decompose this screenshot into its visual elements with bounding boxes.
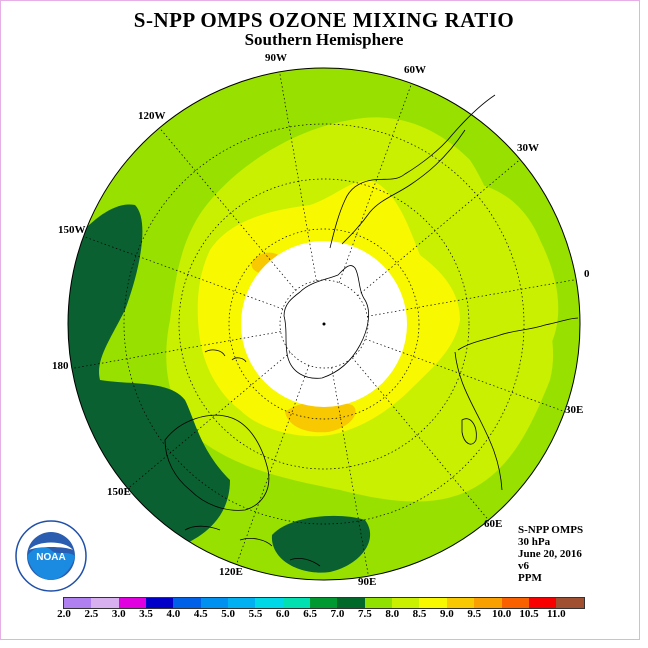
colorbar-tick-label: 7.0 xyxy=(330,608,345,620)
meridian-line xyxy=(279,71,317,281)
indonesia-coast xyxy=(184,525,321,567)
colorbar-tick-label: 5.5 xyxy=(248,608,263,620)
info-units: PPM xyxy=(518,572,542,584)
colorbar-tick-label: 3.0 xyxy=(111,608,126,620)
lon-label-120e: 120E xyxy=(219,566,243,578)
meridian-line xyxy=(365,338,565,412)
meridian-line xyxy=(367,279,577,317)
figure-frame xyxy=(0,0,640,640)
lon-label-0: 0 xyxy=(584,268,590,280)
lon-label-30w: 30W xyxy=(517,142,539,154)
meridian-line xyxy=(83,236,283,310)
colorbar-swatch xyxy=(528,598,557,608)
colorbar-swatch xyxy=(392,598,420,608)
colorbar-swatch xyxy=(91,598,119,608)
colorbar-swatch xyxy=(501,598,529,608)
antarctica-coast xyxy=(283,265,370,379)
field-light-green-east xyxy=(429,182,559,352)
colorbar-tick-label: 7.5 xyxy=(357,608,372,620)
madagascar-coast xyxy=(461,418,477,445)
colorbar-tick-label: 10.0 xyxy=(491,608,512,620)
map-title: S-NPP OMPS OZONE MIXING RATIO xyxy=(133,8,515,32)
lon-label-150e: 150E xyxy=(107,486,131,498)
noaa-logo: NOAA xyxy=(15,520,87,592)
colorbar-swatch xyxy=(118,598,147,608)
colorbar-tick-label: 6.5 xyxy=(303,608,318,620)
colorbar-swatch xyxy=(474,598,502,608)
colorbar-tick-label: 4.5 xyxy=(193,608,208,620)
south-america-coast xyxy=(329,94,496,249)
meridian-lines xyxy=(71,71,577,577)
lon-label-90w: 90W xyxy=(265,52,287,64)
meridian-line xyxy=(159,127,296,291)
colorbar xyxy=(63,597,585,609)
colorbar-swatch xyxy=(310,598,338,608)
info-date: June 20, 2016 xyxy=(518,548,582,560)
info-product: S-NPP OMPS xyxy=(518,524,584,536)
colorbar-swatch xyxy=(556,598,584,608)
colorbar-tick-label: 5.0 xyxy=(221,608,235,620)
colorbar-tick-label: 9.5 xyxy=(467,608,482,620)
colorbar-swatch xyxy=(228,598,256,608)
colorbar-swatch xyxy=(419,598,447,608)
colorbar-swatch xyxy=(64,598,92,608)
info-version: v6 xyxy=(518,560,529,572)
meridian-line xyxy=(127,352,291,489)
colorbar-swatch xyxy=(282,598,311,608)
colorbar-tick-label: 2.5 xyxy=(84,608,99,620)
lon-label-90e: 90E xyxy=(358,576,377,588)
colorbar-tick-label: 11.0 xyxy=(546,608,566,620)
colorbar-tick-label: 10.5 xyxy=(519,608,539,620)
meridian-line xyxy=(338,83,412,283)
colorbar-tick-label: 9.0 xyxy=(440,608,454,620)
map-subtitle: Southern Hemisphere xyxy=(244,30,404,49)
info-level: 30 hPa xyxy=(518,536,551,548)
meridian-line xyxy=(352,357,489,521)
africa-coast xyxy=(454,317,579,491)
svg-text:NOAA: NOAA xyxy=(36,552,65,563)
lon-label-30e: 30E xyxy=(565,404,584,416)
meridian-line xyxy=(236,365,310,565)
colorbar-tick-label: 8.5 xyxy=(412,608,427,620)
colorbar-swatch xyxy=(446,598,475,608)
south-pole-marker xyxy=(322,322,326,326)
lon-label-150w: 150W xyxy=(58,224,86,236)
coastlines xyxy=(164,94,579,567)
meridian-line xyxy=(331,367,369,577)
colorbar-tick-label: 2.0 xyxy=(57,608,71,620)
lon-label-180: 180 xyxy=(52,360,69,372)
colorbar-swatch xyxy=(364,598,393,608)
lon-label-60e: 60E xyxy=(484,518,503,530)
australia-coast xyxy=(164,414,270,511)
colorbar-swatch xyxy=(146,598,174,608)
new-zealand-coast xyxy=(204,349,247,363)
product-info: S-NPP OMPS 30 hPa June 20, 2016 v6 PPM xyxy=(518,524,583,584)
lon-label-120w: 120W xyxy=(138,110,166,122)
field-orange-south xyxy=(285,400,356,433)
colorbar-tick-label: 3.5 xyxy=(139,608,153,620)
meridian-line xyxy=(357,159,521,296)
lon-label-60w: 60W xyxy=(404,64,426,76)
colorbar-tick-label: 4.0 xyxy=(166,608,181,620)
south-america-coast-2 xyxy=(341,129,466,245)
colorbar-swatch xyxy=(200,598,229,608)
meridian-line xyxy=(71,331,281,369)
colorbar-swatch xyxy=(255,598,283,608)
colorbar-swatch xyxy=(337,598,365,608)
colorbar-swatch xyxy=(173,598,201,608)
globe-outline xyxy=(67,67,581,581)
colorbar-tick-label: 8.0 xyxy=(385,608,400,620)
colorbar-tick-label: 6.0 xyxy=(275,608,290,620)
